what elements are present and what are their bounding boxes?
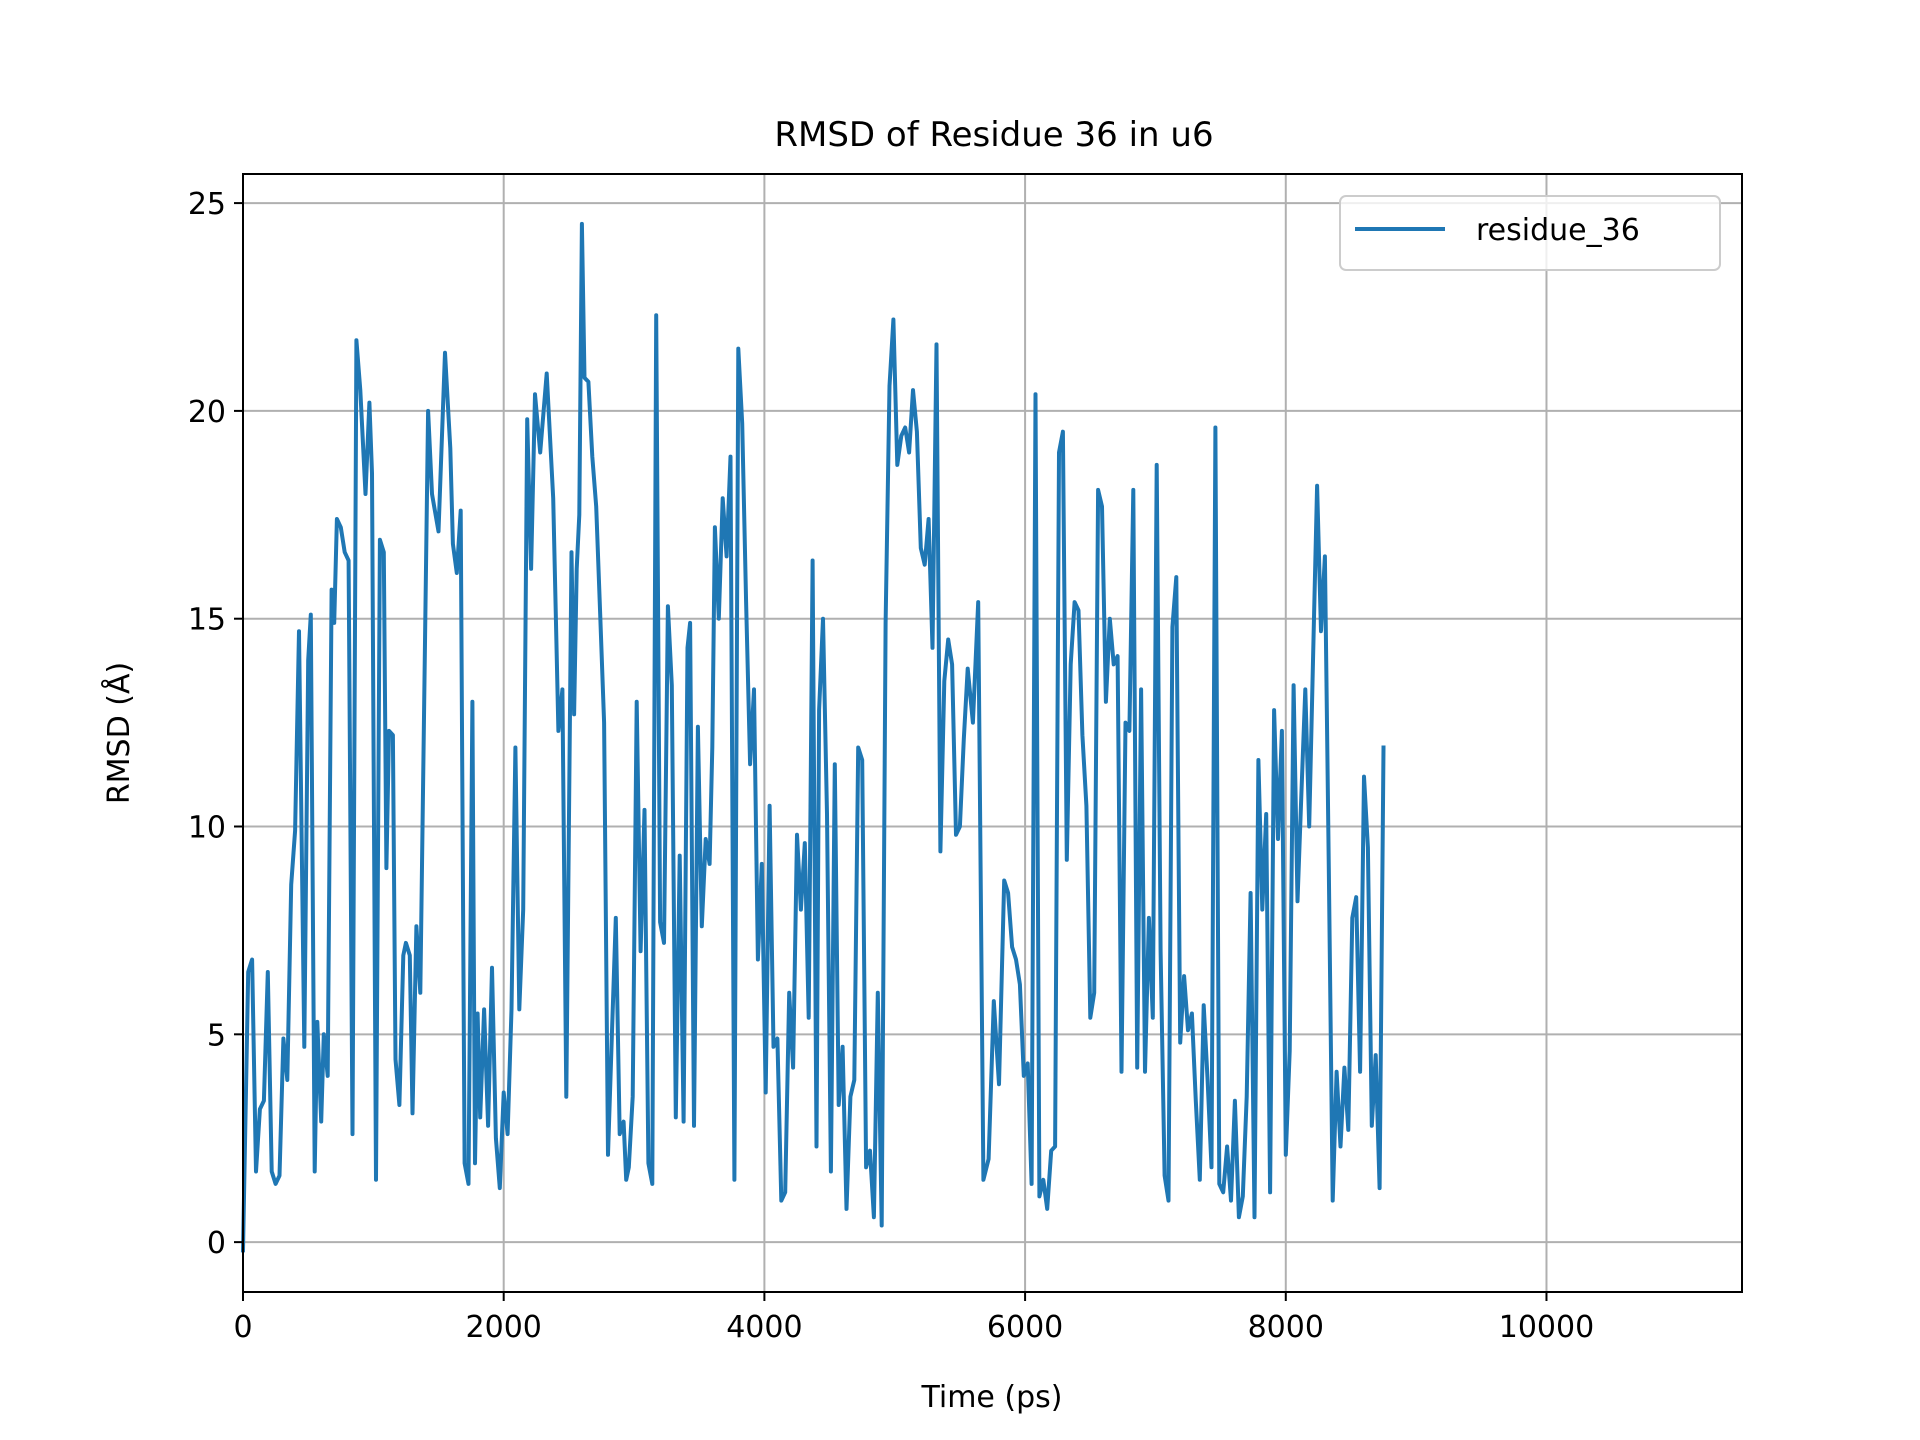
x-tick-label: 4000: [726, 1310, 802, 1345]
x-axis-label: Time (ps): [920, 1380, 1062, 1415]
y-tick-label: 10: [188, 811, 226, 846]
series-layer: [240, 221, 1386, 1253]
y-tick-label: 25: [188, 187, 226, 222]
y-tick-label: 0: [207, 1226, 226, 1261]
y-tick-label: 20: [188, 395, 226, 430]
x-tick-label: 6000: [987, 1310, 1063, 1345]
x-tick-label: 0: [233, 1310, 252, 1345]
legend: residue_36: [1339, 195, 1721, 271]
x-tick-label: 2000: [466, 1310, 542, 1345]
x-axis-ticks: 0 2000 4000 6000 8000 10000: [233, 1292, 1594, 1345]
legend-label-residue-36: residue_36: [1476, 213, 1640, 248]
x-tick-label: 8000: [1248, 1310, 1324, 1345]
y-axis-ticks: 0 5 10 15 20 25: [188, 187, 243, 1261]
series-line-residue-36: [240, 221, 1386, 1253]
legend-box: [1339, 195, 1721, 271]
y-tick-label: 5: [207, 1018, 226, 1053]
plot-frame: [242, 173, 1743, 1293]
chart-title: RMSD of Residue 36 in u6: [774, 115, 1213, 155]
x-tick-label: 10000: [1499, 1310, 1594, 1345]
y-axis-label: RMSD (Å): [101, 662, 137, 804]
y-tick-label: 15: [188, 603, 226, 638]
